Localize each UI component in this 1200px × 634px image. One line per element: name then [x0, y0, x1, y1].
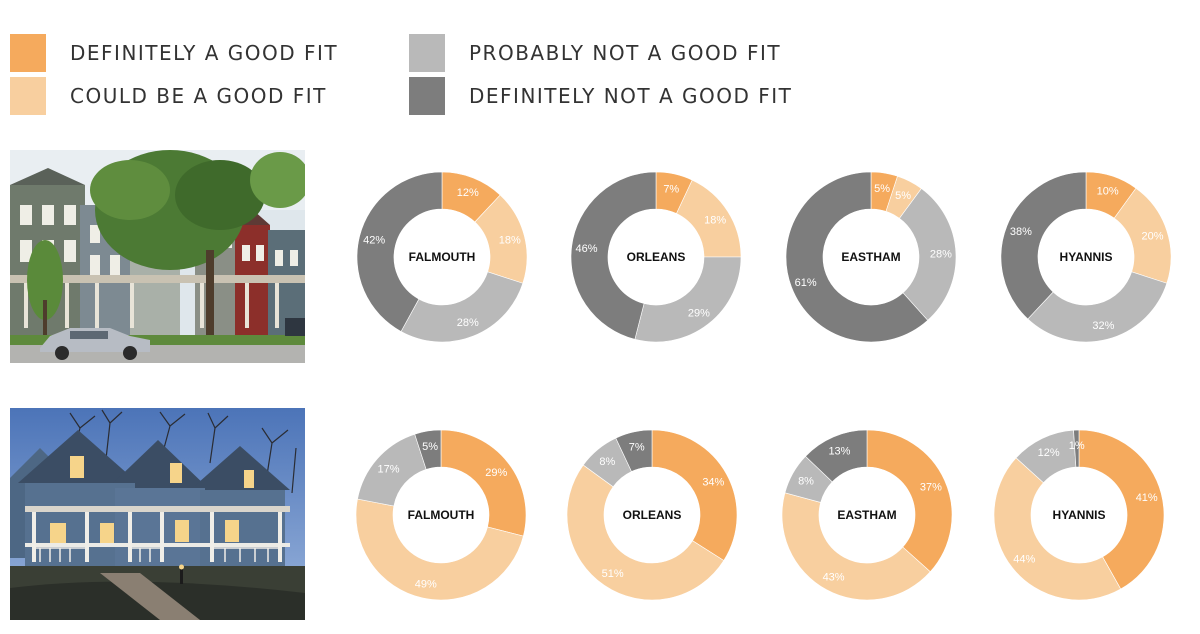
town-label: EASTHAM — [841, 250, 900, 264]
slice-label-definitely-not: 1% — [1069, 440, 1085, 452]
slice-label-definitely-not: 46% — [576, 243, 598, 255]
slice-label-definitely-not: 38% — [1010, 226, 1032, 238]
slice-label-definitely-good: 10% — [1097, 185, 1119, 197]
slice-label-definitely-good: 5% — [874, 183, 890, 195]
town-label: EASTHAM — [837, 508, 896, 522]
slice-label-could-be-good: 51% — [602, 568, 624, 580]
slice-label-definitely-not: 13% — [828, 446, 850, 458]
slice-label-definitely-good: 29% — [485, 467, 507, 479]
donut-cottages-orleans: 34% 51% 8% 7% ORLEANS — [566, 429, 738, 601]
town-label: FALMOUTH — [408, 508, 475, 522]
town-label: HYANNIS — [1053, 508, 1106, 522]
legend: DEFINITELY A GOOD FIT COULD BE A GOOD FI… — [0, 0, 1200, 130]
donut-cottages-hyannis: 41% 44% 12% 1% HYANNIS — [993, 429, 1165, 601]
slice-label-definitely-not: 61% — [795, 277, 817, 289]
legend-swatch-could-be-good — [10, 77, 46, 115]
donut-hole — [604, 467, 700, 563]
slice-label-probably-not: 8% — [599, 456, 615, 468]
legend-label: DEFINITELY A GOOD FIT — [70, 41, 339, 65]
town-label: ORLEANS — [623, 508, 682, 522]
slice-label-probably-not: 28% — [457, 317, 479, 329]
donut-townhouses-falmouth: 12% 18% 28% 42% FALMOUTH — [356, 171, 528, 343]
donut-hole — [393, 467, 489, 563]
slice-label-probably-not: 8% — [798, 476, 814, 488]
slice-definitely-good — [651, 429, 738, 561]
legend-item-definitely-good: DEFINITELY A GOOD FIT — [10, 34, 338, 72]
legend-label: DEFINITELY NOT A GOOD FIT — [469, 84, 793, 108]
slice-label-could-be-good: 5% — [895, 190, 911, 202]
donut-cottages-falmouth: 29% 49% 17% 5% FALMOUTH — [355, 429, 527, 601]
cottage-photo — [10, 408, 305, 620]
slice-label-could-be-good: 44% — [1013, 554, 1035, 566]
town-label: FALMOUTH — [409, 250, 476, 264]
donut-townhouses-eastham: 5% 5% 28% 61% EASTHAM — [785, 171, 957, 343]
donut-hole — [1031, 467, 1127, 563]
legend-item-could-be-good: COULD BE A GOOD FIT — [10, 77, 327, 115]
donut-hole — [608, 209, 704, 305]
slice-label-probably-not: 32% — [1092, 320, 1114, 332]
slice-label-definitely-good: 34% — [702, 476, 724, 488]
donut-cottages-eastham: 37% 43% 8% 13% EASTHAM — [781, 429, 953, 601]
town-label: ORLEANS — [627, 250, 686, 264]
slice-label-could-be-good: 43% — [823, 572, 845, 584]
donut-townhouses-hyannis: 10% 20% 32% 38% HYANNIS — [1000, 171, 1172, 343]
donut-hole — [823, 209, 919, 305]
slice-label-definitely-good: 37% — [920, 481, 942, 493]
townhouse-photo — [10, 150, 305, 363]
legend-label: PROBABLY NOT A GOOD FIT — [469, 41, 782, 65]
slice-label-definitely-good: 41% — [1136, 492, 1158, 504]
slice-label-definitely-not: 42% — [363, 235, 385, 247]
legend-swatch-definitely-good — [10, 34, 46, 72]
legend-label: COULD BE A GOOD FIT — [70, 84, 327, 108]
legend-item-probably-not: PROBABLY NOT A GOOD FIT — [409, 34, 781, 72]
slice-label-definitely-good: 12% — [457, 187, 479, 199]
slice-label-probably-not: 29% — [688, 307, 710, 319]
slice-label-definitely-good: 7% — [663, 184, 679, 196]
legend-item-definitely-not: DEFINITELY NOT A GOOD FIT — [409, 77, 792, 115]
legend-swatch-definitely-not — [409, 77, 445, 115]
slice-label-definitely-not: 5% — [422, 441, 438, 453]
slice-label-could-be-good: 49% — [415, 578, 437, 590]
slice-label-could-be-good: 18% — [704, 214, 726, 226]
donut-hole — [1038, 209, 1134, 305]
slice-label-definitely-not: 7% — [629, 442, 645, 454]
slice-label-probably-not: 28% — [930, 249, 952, 261]
donut-hole — [819, 467, 915, 563]
slice-label-probably-not: 12% — [1038, 447, 1060, 459]
slice-label-probably-not: 17% — [377, 464, 399, 476]
donut-townhouses-orleans: 7% 18% 29% 46% ORLEANS — [570, 171, 742, 343]
slice-label-could-be-good: 20% — [1142, 230, 1164, 242]
town-label: HYANNIS — [1060, 250, 1113, 264]
donut-hole — [394, 209, 490, 305]
legend-swatch-probably-not — [409, 34, 445, 72]
slice-label-could-be-good: 18% — [499, 235, 521, 247]
